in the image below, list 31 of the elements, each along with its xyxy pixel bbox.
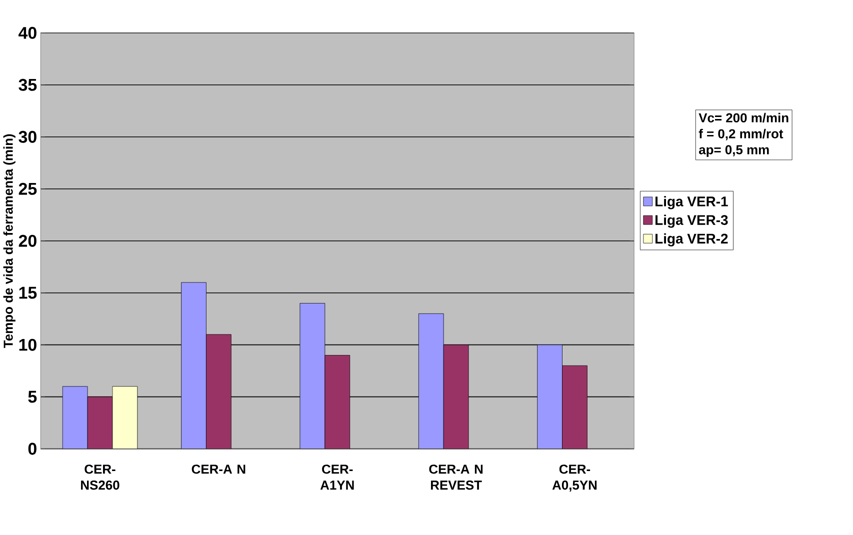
text: Vc= 200 m/min [698,113,788,123]
y-tick-label: 35 [18,79,37,92]
x-tick-label: CER- A1YN [320,464,354,490]
y-tick-label: 30 [18,131,36,144]
y-tick-label: 15 [19,287,37,299]
bar [87,396,113,450]
x-tick-label: CER- A0,5YN [552,464,597,492]
text: f = 0,2 mm/rot [698,129,784,140]
bar [443,344,469,450]
bar [537,344,562,450]
bar [562,366,588,450]
y-tick-label: 5 [28,391,37,403]
bar [62,386,88,450]
bar [206,334,232,450]
legend-label: Liga VER-2 [656,234,728,247]
y-tick-label: 10 [19,339,36,352]
legend-label: Liga VER-1 [656,196,728,210]
bar [324,355,350,450]
y-tick-label: 20 [18,235,36,248]
legend-label: Liga VER-3 [656,214,728,228]
bar [300,303,326,450]
x-tick-label: CER-A N REVEST [429,464,483,490]
text: ap= 0,5 mm [698,145,769,158]
x-tick-label: CER-A N [192,464,246,474]
bar [181,282,206,450]
y-tick-label: 0 [28,443,36,456]
y-tick-label: 40 [18,27,36,40]
bar [418,314,444,450]
y-tick-label: 25 [18,183,37,196]
y-axis-title: Tempo de vida da ferramenta (min) [3,134,16,348]
x-tick-label: CER- NS260 [81,464,120,490]
